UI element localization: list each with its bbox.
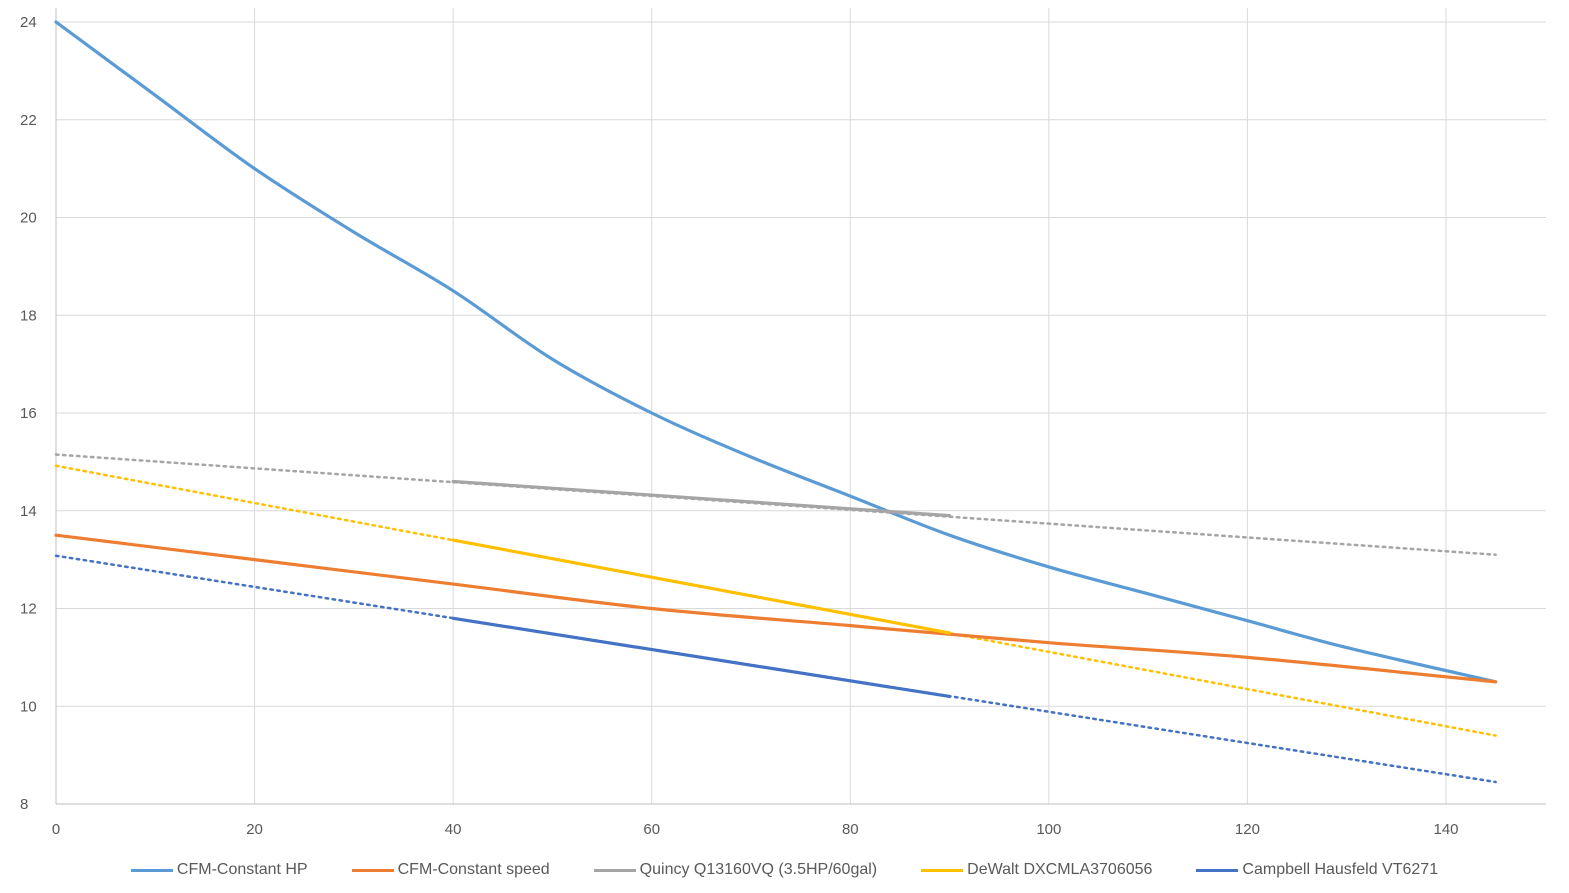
legend-label: CFM-Constant HP	[176, 861, 308, 878]
x-tick-label: 60	[643, 821, 660, 838]
y-tick-label: 18	[20, 307, 37, 324]
legend-item: CFM-Constant HP	[130, 857, 308, 883]
legend-label: Quincy Q13160VQ (3.5HP/60gal)	[639, 861, 878, 878]
y-tick-label: 20	[20, 210, 37, 227]
axes	[55, 8, 1546, 805]
y-tick-label: 22	[20, 112, 37, 129]
legend-swatch	[130, 868, 173, 872]
y-tick-label: 14	[20, 503, 37, 520]
legend-swatch	[921, 868, 964, 872]
legend-label: Campbell Hausfeld VT6271	[1242, 861, 1439, 878]
legend-swatch	[1196, 868, 1239, 872]
gridlines	[56, 8, 1546, 804]
y-tick-label: 10	[20, 698, 37, 715]
legend-label: DeWalt DXCMLA3706056	[967, 861, 1153, 878]
series-line-quincy-q13160vq-3-5hp-60gal	[451, 479, 952, 518]
series-line-campbell-hausfeld-vt6271	[451, 616, 952, 699]
legend-label: CFM-Constant speed	[397, 861, 550, 878]
legend-swatch	[593, 868, 636, 872]
y-tick-label: 24	[20, 14, 37, 31]
x-tick-label: 80	[842, 821, 859, 838]
legend-item: Quincy Q13160VQ (3.5HP/60gal)	[593, 857, 878, 883]
y-tick-label: 12	[20, 601, 37, 618]
series-line-dewalt-dxcmla3706056	[451, 538, 952, 635]
legend-item: CFM-Constant speed	[351, 857, 550, 883]
series-line-cfm-constant-speed	[54, 533, 1498, 684]
y-tick-label: 16	[20, 405, 37, 422]
x-tick-label: 0	[52, 821, 60, 838]
legend-swatch	[351, 868, 394, 872]
x-tick-label: 100	[1036, 821, 1061, 838]
series-lines	[54, 20, 1498, 699]
tick-labels: 8 10 12 14 16 18 20 22 24 0 20 40 60 80 100 120 140	[20, 14, 1459, 838]
legend-item: Campbell Hausfeld VT6271	[1196, 857, 1438, 883]
legend: CFM-Constant HP CFM-Constant speed Quincy …	[0, 857, 1569, 883]
x-tick-label: 40	[445, 821, 462, 838]
x-tick-label: 120	[1235, 821, 1260, 838]
legend-item: DeWalt DXCMLA3706056	[921, 857, 1152, 883]
y-tick-label: 8	[20, 796, 28, 813]
trendline	[54, 464, 1497, 737]
x-tick-label: 20	[246, 821, 263, 838]
x-tick-label: 140	[1433, 821, 1458, 838]
series-line-cfm-constant-hp	[54, 20, 1498, 684]
